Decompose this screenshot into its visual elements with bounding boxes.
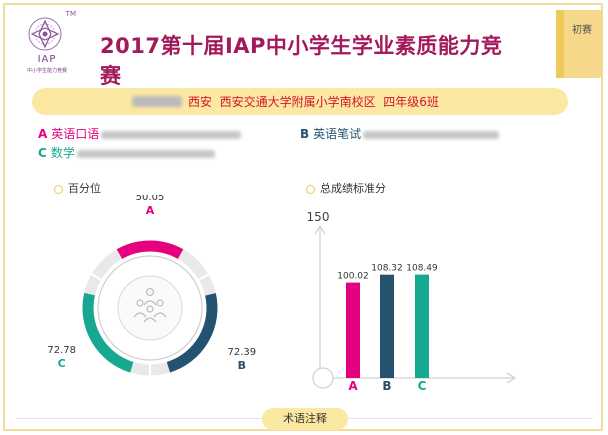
- student-info: 西安 西安交通大学附属小学南校区 四年级6班: [188, 95, 439, 109]
- subject-c-code: C 数学: [38, 145, 215, 161]
- donut-segment-C: [82, 292, 134, 373]
- bar-value-label-B: 108.32: [371, 264, 403, 274]
- donut-category-label-B: B: [238, 359, 246, 372]
- redacted-exam-id: [101, 130, 242, 139]
- iap-logo: TM IAP 中小学生能力竞赛: [14, 10, 80, 80]
- redacted-exam-id: [363, 130, 500, 139]
- donut-category-label-C: C: [58, 357, 66, 370]
- ring-dot-icon: [54, 184, 63, 194]
- student-banner: 西安 西安交通大学附属小学南校区 四年级6班: [32, 88, 568, 115]
- page-title: 2017第十届IAP中小学生学业素质能力竞赛: [100, 34, 503, 88]
- bar-value-label-A: 100.02: [337, 272, 369, 282]
- subject-b-letter: B: [300, 127, 310, 141]
- bar-value-label-C: 108.49: [406, 264, 438, 274]
- subject-b-name: 英语笔试: [313, 127, 362, 141]
- donut-value-label-A: 50.05: [136, 195, 165, 203]
- percentile-legend: 百分位: [54, 180, 101, 196]
- iap-emblem-icon: [28, 17, 62, 51]
- donut-inner-ring: [97, 255, 203, 361]
- standard-score-bar-chart: 150 100.02 A 108.32 B 108.49 C: [307, 210, 517, 393]
- redacted-exam-id: [76, 149, 215, 158]
- round-tab[interactable]: 初赛: [556, 10, 602, 78]
- bar-B: [380, 274, 394, 378]
- bar-C: [415, 274, 429, 378]
- round-tab-label: 初赛: [572, 25, 592, 36]
- bar-category-label-B: B: [382, 379, 391, 393]
- ring-dot-icon: [306, 184, 315, 194]
- logo-subtitle: 中小学生能力竞赛: [26, 68, 67, 74]
- donut-segment-B: [166, 293, 218, 373]
- logo-text: IAP: [37, 54, 57, 65]
- redacted-name: [132, 96, 182, 107]
- axis-origin-circle: [312, 367, 334, 389]
- bar-category-label-A: A: [348, 379, 358, 393]
- donut-value-label-C: 72.78: [47, 345, 76, 356]
- y-axis-arrow: [314, 224, 326, 235]
- group-people-icon: [133, 287, 167, 323]
- glossary-button[interactable]: 术语注释: [262, 408, 348, 430]
- x-axis-arrow: [506, 372, 517, 384]
- bar-category-label-C: C: [418, 379, 427, 393]
- percentile-donut-chart: 50.05A 72.39B 72.78C: [47, 195, 256, 376]
- donut-value-label-B: 72.39: [227, 347, 256, 358]
- donut-center-circle: [117, 275, 183, 341]
- subject-a-code: A 英语口语: [38, 126, 242, 142]
- page-frame: [3, 3, 603, 431]
- donut-category-label-A: A: [146, 204, 155, 217]
- bar-A: [346, 282, 360, 378]
- subject-c-name: 数学: [50, 146, 75, 160]
- donut-segment-A: [116, 240, 184, 259]
- standard-score-legend-label: 总成绩标准分: [320, 182, 386, 195]
- standard-score-legend: 总成绩标准分: [306, 180, 386, 196]
- trademark-mark: TM: [65, 10, 76, 18]
- y-tick-label: 150: [307, 210, 330, 224]
- subject-b-code: B 英语笔试: [300, 126, 500, 142]
- subject-c-letter: C: [38, 146, 47, 160]
- subject-a-letter: A: [38, 127, 48, 141]
- subject-a-name: 英语口语: [51, 127, 100, 141]
- percentile-legend-label: 百分位: [68, 182, 101, 195]
- tab-accent-bar: [556, 10, 564, 78]
